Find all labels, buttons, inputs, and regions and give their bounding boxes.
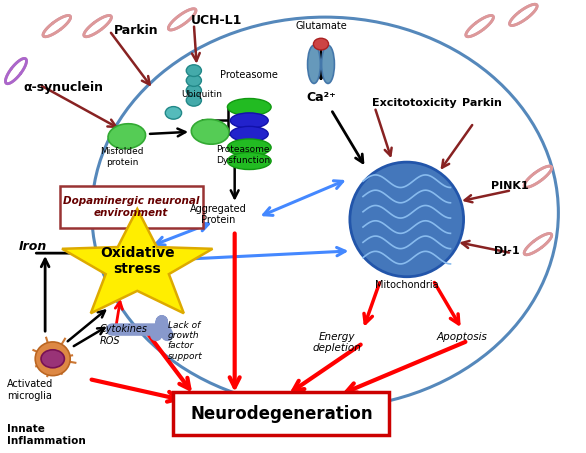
- Text: α-synuclein: α-synuclein: [23, 82, 104, 94]
- Text: Proteasome
Dysfunction: Proteasome Dysfunction: [216, 145, 270, 164]
- FancyBboxPatch shape: [173, 392, 389, 435]
- Text: Iron: Iron: [19, 240, 47, 253]
- Circle shape: [186, 75, 202, 87]
- Text: Apoptosis: Apoptosis: [437, 332, 488, 342]
- Text: UCH-L1: UCH-L1: [191, 14, 243, 27]
- Text: Ubiquitin: Ubiquitin: [181, 91, 222, 99]
- Text: PINK1: PINK1: [491, 181, 529, 191]
- Ellipse shape: [230, 126, 268, 142]
- Text: Cytokines
ROS: Cytokines ROS: [100, 324, 147, 346]
- Text: Glutamate: Glutamate: [295, 20, 347, 31]
- Circle shape: [165, 106, 182, 119]
- Text: Neurodegeneration: Neurodegeneration: [190, 405, 373, 423]
- Ellipse shape: [350, 162, 464, 277]
- Ellipse shape: [227, 139, 271, 156]
- Text: Oxidative
stress: Oxidative stress: [100, 246, 175, 276]
- Ellipse shape: [35, 342, 70, 376]
- Ellipse shape: [322, 45, 335, 83]
- Ellipse shape: [108, 124, 145, 149]
- Ellipse shape: [230, 113, 268, 128]
- Text: Excitotoxicity: Excitotoxicity: [372, 98, 456, 108]
- FancyBboxPatch shape: [60, 186, 203, 228]
- Text: Mitochondria: Mitochondria: [375, 280, 438, 290]
- Text: Lack of
growth
factor
support: Lack of growth factor support: [168, 321, 202, 361]
- Text: Innate
Inflammation: Innate Inflammation: [7, 424, 86, 446]
- Text: Energy
depletion: Energy depletion: [312, 332, 361, 353]
- Circle shape: [41, 350, 64, 368]
- Circle shape: [186, 94, 202, 106]
- Text: Parkin: Parkin: [114, 24, 159, 37]
- Text: Dopaminergic neuronal
environment: Dopaminergic neuronal environment: [63, 196, 199, 218]
- Ellipse shape: [191, 119, 229, 144]
- Circle shape: [186, 65, 202, 77]
- Text: Ca²⁺: Ca²⁺: [306, 92, 336, 104]
- Circle shape: [186, 85, 202, 96]
- Ellipse shape: [227, 98, 271, 116]
- Ellipse shape: [308, 45, 321, 83]
- Polygon shape: [62, 209, 213, 313]
- Text: Activated
microglia: Activated microglia: [7, 379, 53, 400]
- Text: Parkin: Parkin: [462, 98, 502, 108]
- Text: Proteasome: Proteasome: [220, 70, 278, 80]
- Circle shape: [314, 38, 329, 50]
- Text: DJ-1: DJ-1: [494, 246, 520, 256]
- Text: Misfolded
protein: Misfolded protein: [100, 148, 144, 167]
- Ellipse shape: [227, 153, 271, 169]
- Text: Aggregated
Protein: Aggregated Protein: [190, 204, 247, 225]
